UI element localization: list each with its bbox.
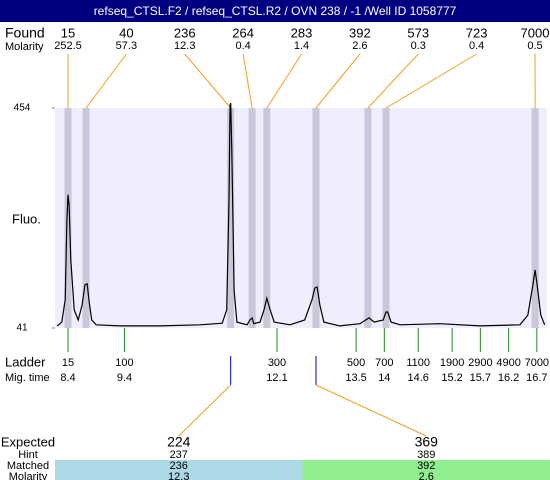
ladder-size: 7000 <box>525 357 549 369</box>
peak-band <box>364 108 372 328</box>
matched-value: 236 <box>170 460 188 472</box>
mig-time: 16.2 <box>498 372 519 384</box>
y-axis-label: Fluo. <box>12 211 41 226</box>
peak-band <box>382 108 390 328</box>
found-molarity: 252.5 <box>54 40 82 52</box>
mig-time-label: Mig. time <box>5 372 50 384</box>
expected-connector <box>315 384 427 437</box>
found-size: 264 <box>232 25 254 40</box>
peak-band <box>248 108 256 328</box>
peak-band <box>531 108 539 328</box>
peak-band <box>263 108 271 328</box>
mig-time: 15.7 <box>470 372 491 384</box>
ladder-size: 1900 <box>440 357 464 369</box>
found-molarity: 0.5 <box>527 40 542 52</box>
matched-value: 392 <box>417 460 435 472</box>
ladder-size: 100 <box>115 357 133 369</box>
found-molarity: 12.3 <box>174 40 195 52</box>
mig-time: 15.2 <box>441 372 462 384</box>
found-molarity: 0.4 <box>235 40 250 52</box>
matched-band <box>302 460 550 480</box>
expected-value: 369 <box>415 434 439 450</box>
found-size: 392 <box>349 25 371 40</box>
expected-row-label: Expected <box>1 434 55 449</box>
mig-time: 9.4 <box>117 372 132 384</box>
mig-time: 8.4 <box>60 372 75 384</box>
ladder-size: 4900 <box>496 357 520 369</box>
mig-time: 14 <box>378 372 390 384</box>
found-molarity: 1.4 <box>294 40 309 52</box>
found-molarity: 0.3 <box>411 40 426 52</box>
found-molarity: 2.6 <box>352 40 367 52</box>
molarity-label: Molarity <box>5 41 44 53</box>
mig-time: 12.1 <box>266 372 287 384</box>
found-size: 236 <box>174 25 196 40</box>
found-connector <box>367 53 419 109</box>
found-connector <box>266 53 302 109</box>
mig-time: 16.7 <box>526 372 547 384</box>
found-connector <box>184 53 232 109</box>
peak-band <box>64 108 72 328</box>
found-molarity: 0.4 <box>469 40 484 52</box>
ladder-label: Ladder <box>5 354 46 369</box>
ladder-size: 300 <box>268 357 286 369</box>
found-connector <box>242 53 253 109</box>
expected-row-label: Molarity <box>9 471 48 480</box>
ladder-size: 15 <box>62 357 74 369</box>
chart-title: refseq_CTSL.F2 / refseq_CTSL.R2 / OVN 23… <box>94 4 457 18</box>
molarity-value: 2.6 <box>419 471 434 480</box>
y-tick-label: 41 <box>16 323 28 334</box>
found-connector <box>85 53 127 109</box>
found-size: 573 <box>407 25 429 40</box>
found-size: 283 <box>291 25 313 40</box>
found-label: Found <box>5 25 45 41</box>
expected-value: 224 <box>167 434 191 450</box>
mig-time: 13.5 <box>345 372 366 384</box>
found-size: 40 <box>119 25 133 40</box>
expected-connector <box>178 384 232 437</box>
found-connector <box>385 53 477 109</box>
peak-band <box>82 108 90 328</box>
plot-area <box>55 108 547 328</box>
ladder-size: 700 <box>375 357 393 369</box>
y-tick-label: 454 <box>14 103 31 114</box>
mig-time: 14.6 <box>407 372 428 384</box>
ladder-size: 500 <box>347 357 365 369</box>
found-connector <box>315 53 361 109</box>
found-size: 723 <box>466 25 488 40</box>
ladder-size: 2900 <box>468 357 492 369</box>
ladder-size: 1100 <box>406 357 430 369</box>
expected-row-label: Hint <box>18 449 38 461</box>
found-molarity: 57.3 <box>116 40 137 52</box>
peak-band <box>312 108 320 328</box>
trace <box>56 102 546 327</box>
peak-band <box>227 108 235 328</box>
molarity-value: 12.3 <box>168 471 189 480</box>
expected-row-label: Matched <box>7 460 49 472</box>
hint-value: 389 <box>417 449 435 461</box>
header-bar <box>0 0 550 22</box>
hint-value: 237 <box>170 449 188 461</box>
found-size: 7000 <box>521 25 550 40</box>
matched-band <box>55 460 303 480</box>
found-size: 15 <box>61 25 75 40</box>
